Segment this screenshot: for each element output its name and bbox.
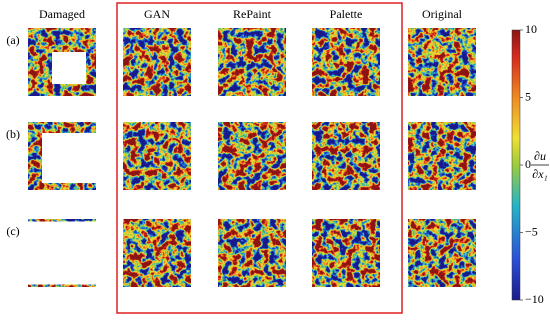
field-image	[123, 28, 191, 96]
field-strip	[28, 284, 96, 287]
highlight-box	[116, 2, 403, 314]
mask-hole	[42, 133, 96, 183]
row-label: (a)	[6, 33, 19, 47]
field-image	[408, 219, 476, 287]
colorbar-label-denominator: ∂x₁	[532, 167, 547, 181]
field-image	[312, 28, 380, 96]
colorbar-tick-label: −5	[525, 224, 538, 238]
field-image	[408, 28, 476, 96]
field-image	[123, 122, 191, 190]
field-image	[218, 122, 286, 190]
field-image	[312, 122, 380, 190]
field-strip	[28, 219, 96, 222]
colorbar-label-numerator: ∂u	[534, 149, 546, 163]
field-image	[312, 219, 380, 287]
colorbar-tick-label: 10	[525, 22, 537, 36]
field-image	[218, 28, 286, 96]
mask-hole	[52, 52, 86, 84]
field-image	[218, 219, 286, 287]
field-image	[408, 122, 476, 190]
column-header: Original	[422, 7, 463, 21]
row-label: (b)	[6, 127, 20, 141]
column-header: GAN	[144, 7, 170, 21]
column-header: RePaint	[233, 7, 272, 21]
colorbar-tick-label: −10	[525, 292, 544, 306]
colorbar-tick-label: 5	[525, 89, 531, 103]
column-header: Damaged	[39, 7, 85, 21]
colorbar-tick-label: 0	[525, 157, 531, 171]
colorbar	[511, 29, 521, 301]
row-label: (c)	[6, 224, 19, 238]
field-image	[123, 219, 191, 287]
column-header: Palette	[330, 7, 363, 21]
